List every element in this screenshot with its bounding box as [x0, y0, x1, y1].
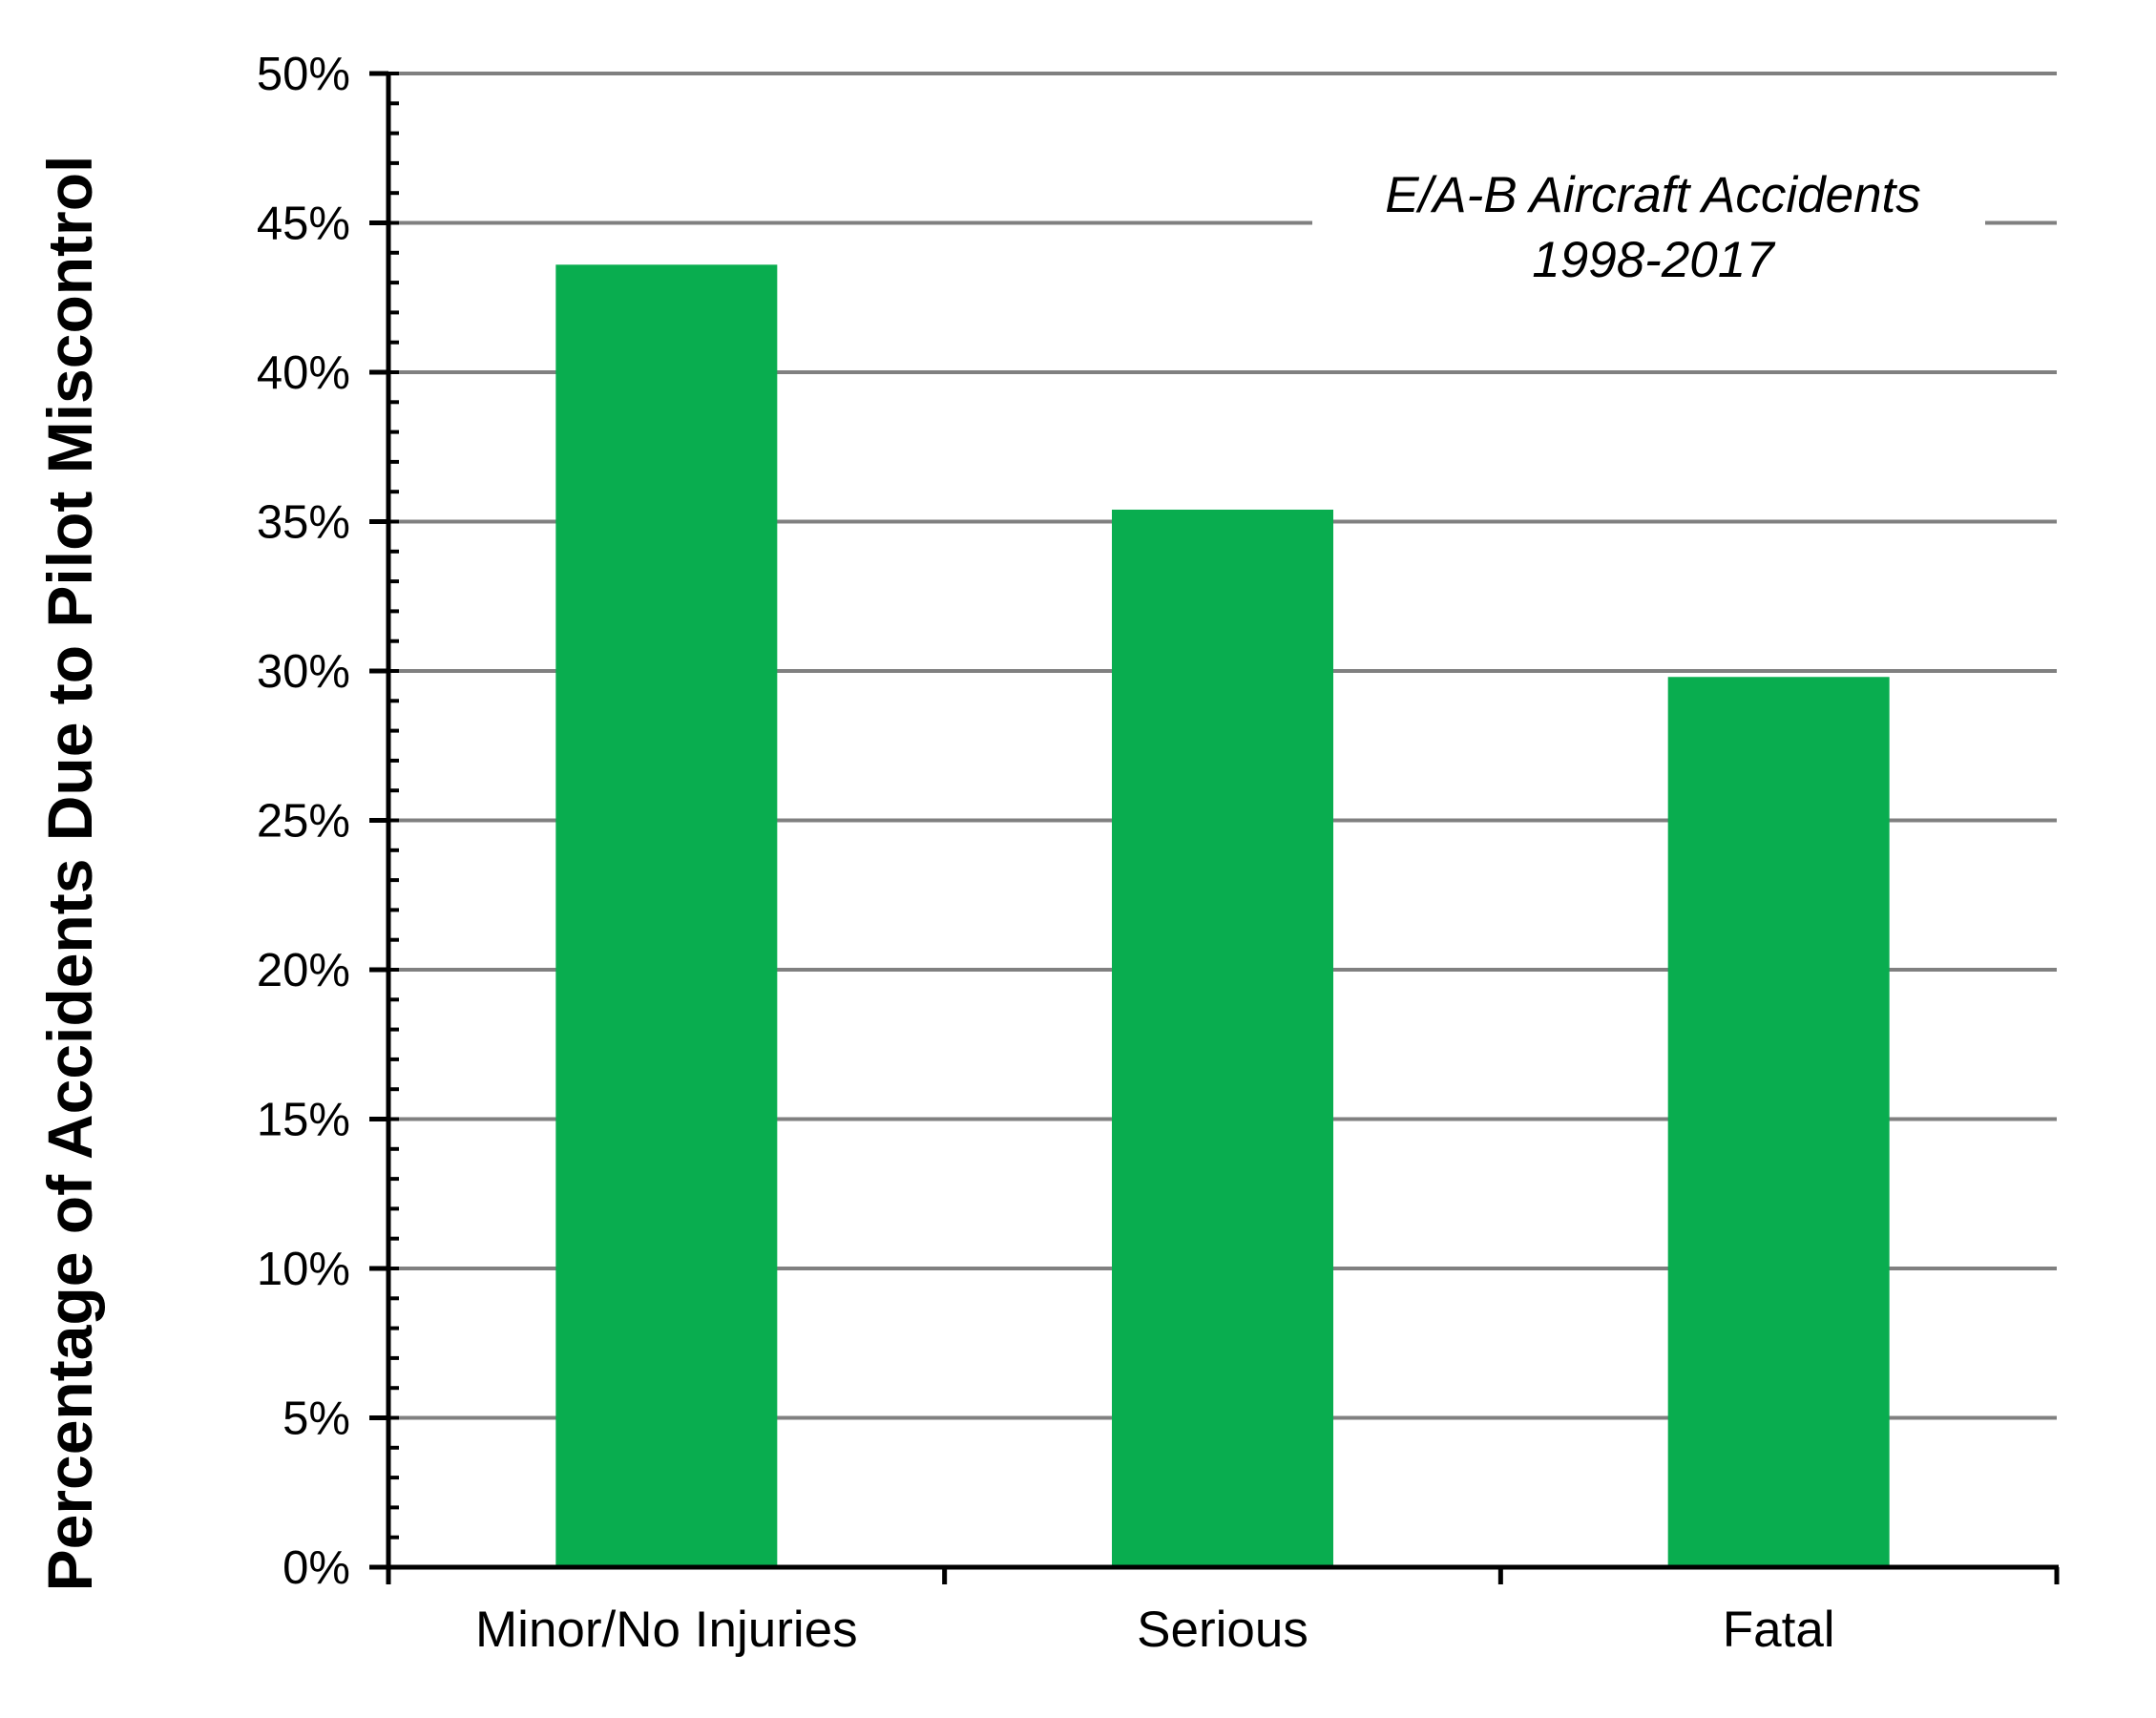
- y-tick-label: 10%: [257, 1244, 350, 1295]
- y-tick-labels: 0% 5% 10% 15% 20% 25% 30% 35% 40% 45% 50%: [257, 49, 350, 1594]
- y-tick-label: 35%: [257, 497, 350, 549]
- bar: [1667, 677, 1890, 1567]
- bars: [555, 264, 1890, 1567]
- y-tick-label: 30%: [257, 646, 350, 698]
- y-tick-label: 50%: [257, 49, 350, 100]
- bar: [555, 264, 778, 1567]
- y-tick-label: 40%: [257, 347, 350, 399]
- annotation-line-2: 1998-2017: [1532, 232, 1776, 288]
- y-tick-label: 15%: [257, 1095, 350, 1146]
- x-tick-label: Fatal: [1723, 1602, 1835, 1658]
- y-tick-label: 20%: [257, 945, 350, 996]
- axes: [369, 71, 2060, 1584]
- y-tick-label: 25%: [257, 796, 350, 848]
- x-tick-label: Minor/No Injuries: [475, 1602, 858, 1658]
- y-tick-label: 5%: [283, 1393, 350, 1445]
- x-tick-label: Serious: [1137, 1602, 1308, 1658]
- annotation-background: [1312, 153, 1985, 301]
- annotation-line-1: E/A-B Aircraft Accidents: [1385, 167, 1921, 223]
- y-tick-label: 0%: [283, 1542, 350, 1594]
- y-axis-label: Percentage of Accidents Due to Pilot Mis…: [34, 156, 105, 1592]
- x-tick-labels: Minor/No Injuries Serious Fatal: [475, 1602, 1835, 1658]
- y-tick-label: 45%: [257, 199, 350, 250]
- bar: [1112, 509, 1333, 1567]
